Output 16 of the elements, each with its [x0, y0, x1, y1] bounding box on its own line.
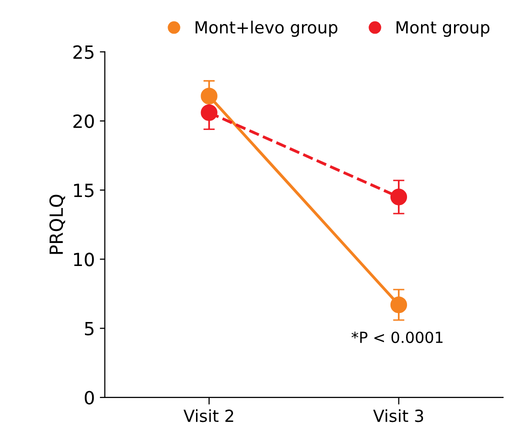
point [390, 188, 408, 206]
y-tick-label: 25 [73, 45, 94, 59]
x-tick-label: Visit 2 [184, 409, 234, 422]
y-axis-title: PRQLQ [49, 194, 66, 254]
y-tick-label: 0 [84, 390, 94, 405]
y-tick-label: 15 [74, 184, 94, 198]
y-tick-label: 20 [73, 114, 94, 128]
legend-label: Mont group [396, 21, 490, 37]
annotation: *P < 0.0001 [352, 332, 443, 344]
point [200, 88, 218, 104]
y-tick-label: 10 [74, 252, 94, 266]
y-tick-label: 5 [84, 322, 94, 336]
point [390, 296, 408, 314]
legend-label: Mont+levo group [196, 20, 338, 37]
point [200, 104, 218, 121]
x-tick-label: Visit 3 [373, 409, 424, 422]
